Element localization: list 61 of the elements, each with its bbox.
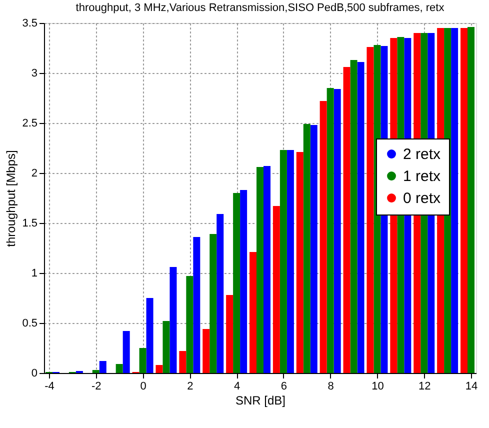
x-tick-label: -2	[92, 380, 102, 392]
bar	[146, 298, 154, 373]
bar	[326, 88, 334, 373]
bar	[350, 60, 358, 373]
x-tick-label: 6	[280, 380, 288, 392]
bar	[186, 276, 194, 373]
bar	[226, 295, 234, 373]
bar	[99, 361, 106, 373]
bar	[216, 214, 224, 373]
bar	[156, 365, 163, 373]
bar	[139, 348, 146, 373]
bar	[343, 67, 350, 373]
bar	[460, 28, 468, 373]
bar	[233, 193, 240, 373]
legend-label: 1 retx	[403, 168, 442, 185]
bar	[116, 364, 123, 373]
bar	[334, 89, 341, 373]
bar	[240, 190, 248, 373]
bar	[357, 62, 364, 373]
bar	[122, 331, 130, 373]
bar	[179, 351, 186, 373]
y-tick-label: 1.5	[22, 218, 38, 230]
bar	[296, 152, 304, 373]
bar	[210, 234, 217, 373]
bar	[92, 370, 100, 373]
bar	[193, 237, 200, 373]
y-tick-label: 3.5	[22, 18, 38, 30]
bar	[250, 252, 256, 373]
x-tick-label: 10	[372, 380, 384, 392]
bar	[280, 150, 287, 373]
y-tick-label: 2.5	[22, 118, 38, 130]
chart-title: throughput, 3 MHz,Various Retransmission,SISO PedB,500 subframes, retx	[76, 2, 445, 14]
x-tick-label: 4	[234, 380, 240, 392]
bar	[320, 101, 327, 373]
x-axis-title: SNR [dB]	[235, 394, 286, 408]
x-tick-label: -4	[44, 380, 54, 392]
y-tick-label: 2	[31, 168, 38, 180]
bar	[256, 167, 264, 373]
bar	[162, 321, 170, 373]
bar	[310, 125, 318, 373]
y-tick-label: 3	[31, 68, 38, 80]
x-tick-label: 8	[328, 380, 334, 392]
bar	[264, 166, 270, 373]
legend-label: 0 retx	[403, 190, 442, 207]
bar	[202, 329, 210, 373]
x-tick-label: 12	[418, 380, 431, 392]
y-tick-label: 1	[31, 268, 38, 280]
bar	[170, 267, 177, 373]
y-tick-label: 0	[31, 368, 38, 380]
y-axis-title: throughput [Mbps]	[4, 150, 18, 247]
x-tick-label: 14	[465, 380, 478, 392]
legend-label: 2 retx	[403, 146, 442, 163]
x-tick-label: 2	[187, 380, 194, 392]
y-tick-label: 0.5	[22, 318, 38, 330]
bar	[303, 124, 310, 373]
bar	[468, 27, 474, 373]
x-tick-label: 0	[140, 380, 146, 392]
bar	[451, 28, 458, 373]
bar	[366, 47, 374, 373]
bar	[272, 206, 280, 373]
bar	[286, 150, 294, 373]
